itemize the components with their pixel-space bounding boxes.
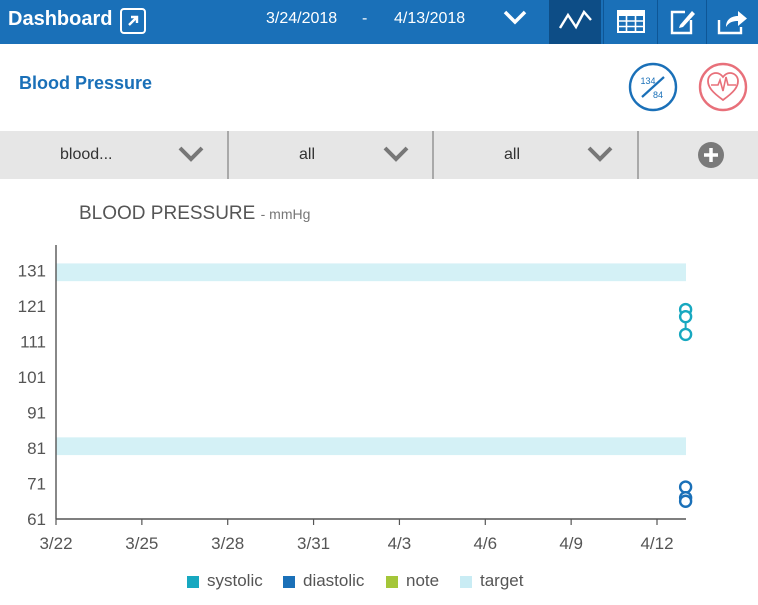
blood-pressure-icon: 134 84 — [628, 62, 678, 112]
y-tick-label: 111 — [20, 333, 46, 352]
chart-view-button[interactable] — [549, 0, 601, 44]
y-tick-label: 131 — [18, 262, 46, 281]
legend-swatch — [283, 576, 295, 588]
y-tick-label: 61 — [27, 510, 46, 529]
date-separator: - — [362, 10, 368, 27]
app-title[interactable]: Dashboard — [8, 8, 113, 30]
filter-dropdown-3[interactable]: all — [434, 131, 637, 179]
y-tick-label: 81 — [27, 439, 46, 458]
filter-bar: blood... all all — [0, 131, 758, 179]
blood-pressure-chart: 61 71 81 91 101 111 121 131 3/22 3/25 3/28 3/31 4/3 4… — [18, 245, 693, 553]
toolbar-divider — [603, 0, 604, 44]
plus-circle-icon — [698, 142, 724, 168]
svg-text:84: 84 — [653, 90, 663, 100]
date-to[interactable]: 4/13/2018 — [394, 10, 466, 27]
svg-text:134: 134 — [640, 76, 655, 86]
chevron-down-icon — [178, 146, 204, 162]
systolic-point — [678, 327, 693, 342]
y-tick-label: 91 — [27, 404, 46, 423]
diastolic-point — [678, 494, 693, 508]
x-tick-label: 3/28 — [211, 534, 244, 553]
blood-pressure-button[interactable]: 134 84 — [626, 60, 680, 114]
legend-label: target — [480, 571, 524, 590]
top-bar: Dashboard 3/24/2018 - 4/13/2018 — [0, 0, 758, 44]
legend-swatch — [460, 576, 472, 588]
toolbar-divider — [706, 0, 707, 44]
filter-dropdown-type[interactable]: blood... — [0, 131, 228, 179]
filter-label: all — [504, 146, 521, 163]
x-tick-label: 4/9 — [559, 534, 583, 553]
legend-swatch — [187, 576, 199, 588]
filter-label: blood... — [60, 146, 113, 163]
legend-swatch — [386, 576, 398, 588]
filter-divider — [637, 131, 639, 179]
edit-icon — [670, 10, 695, 35]
x-tick-label: 3/25 — [125, 534, 158, 553]
diastolic-point — [678, 480, 693, 494]
y-tick-label: 121 — [18, 297, 46, 316]
chart-title-text: BLOOD PRESSURE — [79, 203, 256, 224]
target-band — [56, 437, 686, 456]
legend-label: systolic — [207, 571, 263, 590]
share-icon — [717, 11, 747, 35]
chevron-down-icon — [383, 146, 409, 162]
x-tick-label: 3/22 — [39, 534, 72, 553]
y-tick-label: 101 — [18, 368, 46, 387]
x-tick-label: 3/31 — [297, 534, 330, 553]
y-tick-label: 71 — [27, 475, 46, 494]
systolic-point — [678, 309, 693, 324]
filter-divider — [227, 131, 229, 179]
filter-dropdown-2[interactable]: all — [229, 131, 433, 179]
filter-label: all — [299, 146, 316, 163]
share-button[interactable] — [707, 0, 758, 44]
external-link-icon[interactable] — [120, 8, 146, 34]
date-from[interactable]: 3/24/2018 — [266, 10, 338, 27]
line-chart-icon — [558, 9, 592, 30]
heart-button[interactable] — [696, 60, 750, 114]
chart-unit: - mmHg — [260, 206, 311, 222]
target-band — [56, 263, 686, 282]
title-row: Blood Pressure 134 84 — [0, 44, 758, 131]
chart-title: BLOOD PRESSURE - mmHg — [79, 203, 310, 225]
page-title: Blood Pressure — [19, 73, 153, 93]
table-view-button[interactable] — [605, 0, 657, 44]
legend-label: diastolic — [303, 571, 365, 590]
x-tick-label: 4/6 — [473, 534, 497, 553]
x-tick-label: 4/12 — [640, 534, 673, 553]
toolbar-divider — [657, 0, 658, 44]
chart-legend: systolic diastolic note target — [0, 570, 758, 594]
edit-button[interactable] — [658, 0, 710, 44]
filter-divider — [432, 131, 434, 179]
legend-label: note — [406, 571, 440, 590]
add-button[interactable] — [697, 141, 725, 169]
x-tick-label: 4/3 — [388, 534, 412, 553]
chevron-down-icon — [587, 146, 613, 162]
heart-ecg-icon — [698, 62, 748, 112]
table-icon — [617, 10, 645, 33]
chevron-down-icon[interactable] — [502, 6, 528, 28]
